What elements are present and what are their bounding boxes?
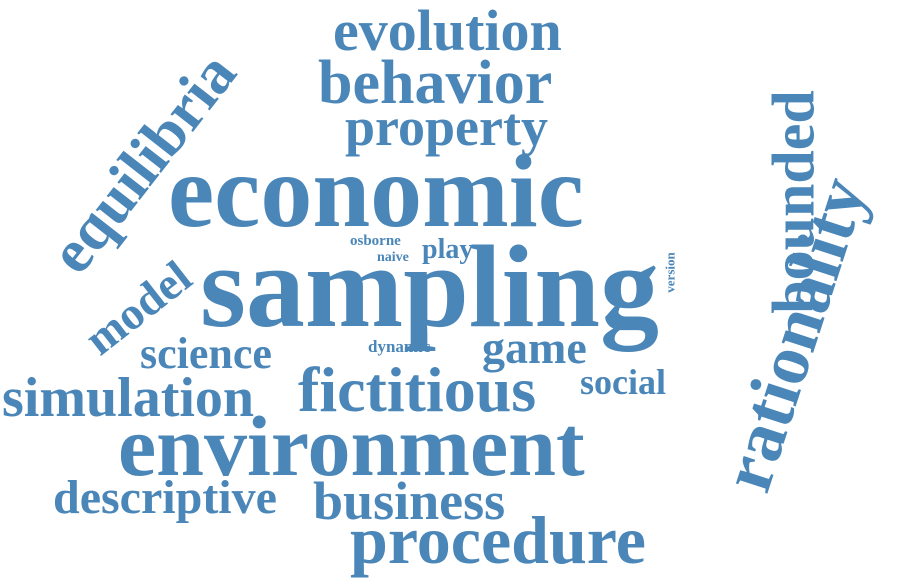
word-naive: naive: [377, 250, 409, 265]
word-social: social: [580, 362, 666, 402]
word-property: property: [345, 97, 548, 157]
word-descriptive: descriptive: [53, 471, 277, 524]
word-dynamic: dynamic: [368, 337, 431, 356]
word-sampling: sampling: [200, 221, 660, 352]
word-play: play: [422, 234, 474, 265]
word-science: science: [140, 329, 272, 378]
word-osborne: osborne: [350, 233, 401, 249]
word-game: game: [482, 322, 587, 373]
word-business: business: [313, 471, 506, 531]
word-version: version: [662, 252, 678, 293]
word-environment: environment: [118, 398, 585, 494]
word-fictitious: fictitious: [298, 354, 537, 425]
word-economic: economic: [168, 134, 584, 249]
word-behavior: behavior: [318, 49, 553, 117]
word-simulation: simulation: [2, 367, 255, 429]
word-evolution: evolution: [333, 0, 562, 63]
word-procedure: procedure: [350, 502, 646, 578]
word-rationality: rationality: [705, 167, 883, 501]
